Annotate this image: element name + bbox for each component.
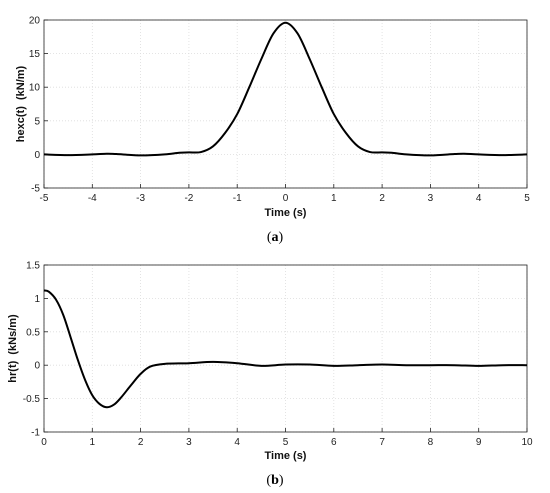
y-tick-label-a-3: 10 (29, 83, 41, 94)
chart-panel-a: -5 -4 -3 -2 -1 0 1 2 3 4 5 -5 0 5 10 15 20 Time (s) hexc… (15, 16, 530, 220)
x-tick-label-b-9: 9 (476, 437, 482, 448)
ticks-b: 0 1 2 3 4 5 6 7 8 9 10 -1 -0.5 0 0.5 1 1.5 (23, 261, 533, 449)
grid-b (43, 264, 528, 433)
chart-panel-b: 0 1 2 3 4 5 6 7 8 9 10 -1 -0.5 0 0.5 1 1.5 Time (s) hr(t… (7, 261, 533, 463)
x-tick-label-b-5: 5 (283, 437, 289, 448)
x-tick-label-a-3: -2 (184, 193, 193, 204)
x-axis-label-a: Time (s) (265, 207, 307, 219)
x-tick-label-b-0: 0 (41, 437, 47, 448)
ticks-a: -5 -4 -3 -2 -1 0 1 2 3 4 5 -5 0 5 10 15 20 (29, 16, 530, 205)
y-tick-label-a-2: 5 (34, 116, 40, 127)
series-line-a (43, 21, 528, 157)
x-tick-label-a-1: -4 (88, 193, 97, 204)
x-tick-label-a-5: 0 (283, 193, 289, 204)
x-tick-label-b-4: 4 (234, 437, 240, 448)
x-tick-label-a-6: 1 (331, 193, 337, 204)
grid-a (43, 19, 528, 189)
x-tick-label-a-2: -3 (136, 193, 145, 204)
x-tick-label-b-2: 2 (138, 437, 144, 448)
caption-a-close: ) (279, 230, 284, 245)
x-tick-label-b-1: 1 (90, 437, 96, 448)
y-tick-label-a-5: 20 (29, 16, 41, 27)
x-tick-label-b-10: 10 (521, 437, 533, 448)
y-tick-label-b-4: 1 (34, 294, 40, 305)
caption-b: (b) (266, 473, 283, 488)
x-tick-label-a-9: 4 (476, 193, 482, 204)
x-tick-label-a-10: 5 (524, 193, 530, 204)
x-tick-label-a-4: -1 (233, 193, 242, 204)
y-axis-label-b: hr(t) (kNs/m) (7, 314, 19, 383)
y-tick-label-a-0: -5 (31, 184, 40, 195)
y-tick-label-a-1: 0 (34, 150, 40, 161)
caption-a: (a) (267, 230, 284, 245)
x-tick-label-b-6: 6 (331, 437, 337, 448)
x-tick-label-b-3: 3 (186, 437, 192, 448)
x-axis-label-b: Time (s) (265, 450, 307, 462)
caption-b-close: ) (279, 473, 284, 488)
y-tick-label-b-0: -1 (31, 428, 40, 439)
x-tick-label-a-0: -5 (40, 193, 49, 204)
y-tick-label-b-5: 1.5 (26, 261, 40, 272)
x-tick-label-a-8: 3 (428, 193, 434, 204)
caption-a-letter: a (272, 230, 279, 245)
y-tick-label-b-3: 0.5 (26, 327, 40, 338)
y-tick-label-b-1: -0.5 (23, 394, 41, 405)
caption-a-open: ( (267, 230, 272, 245)
y-tick-label-a-4: 15 (29, 49, 41, 60)
x-tick-label-b-7: 7 (379, 437, 385, 448)
y-axis-label-a: hexc(t) (kN/m) (15, 65, 27, 142)
x-tick-label-b-8: 8 (428, 437, 434, 448)
series-line-b (43, 289, 528, 409)
caption-b-letter: b (271, 473, 279, 488)
caption-b-open: ( (266, 473, 271, 488)
y-tick-label-b-2: 0 (34, 361, 40, 372)
x-tick-label-a-7: 2 (379, 193, 385, 204)
